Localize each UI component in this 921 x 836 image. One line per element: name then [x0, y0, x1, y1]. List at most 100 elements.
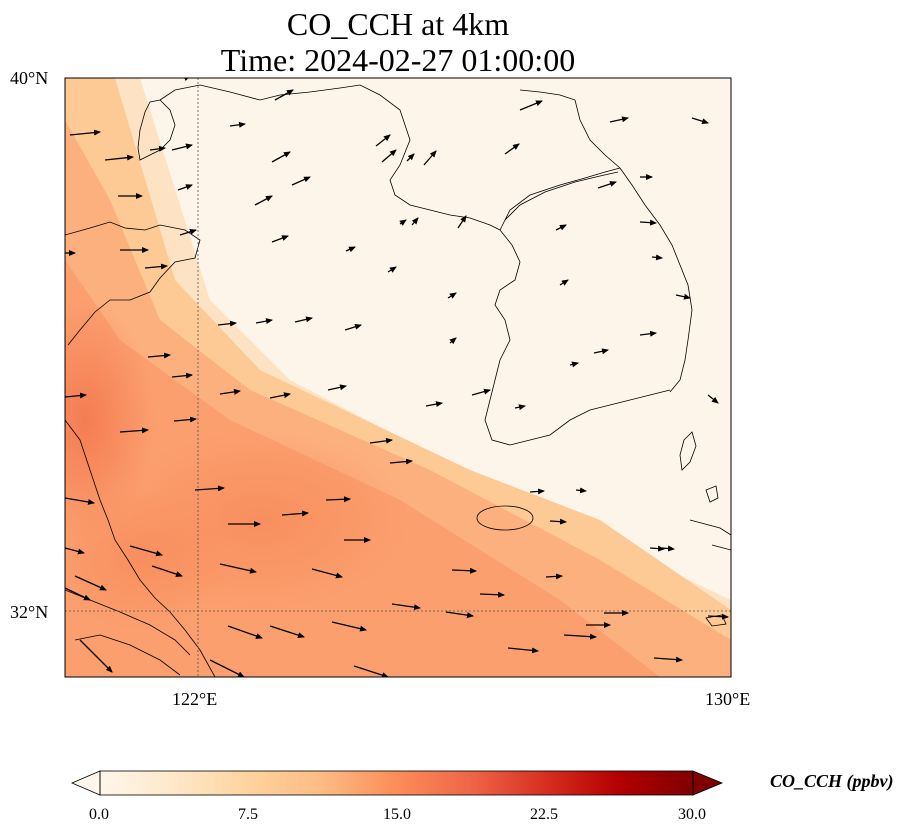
wind-arrow	[65, 497, 95, 505]
wind-arrow	[69, 129, 101, 136]
map-time-subtitle: Time: 2024-02-27 01:00:00	[220, 42, 576, 78]
wind-arrow	[271, 151, 291, 163]
wind-arrow	[471, 388, 491, 396]
wind-arrow	[255, 318, 273, 325]
wind-arrow	[411, 217, 419, 226]
wind-arrow	[219, 388, 241, 395]
wind-arrow	[375, 134, 391, 147]
wind-arrow	[569, 361, 579, 368]
wind-arrow	[597, 181, 617, 189]
wind-arrow	[269, 625, 305, 639]
wind-arrow	[391, 603, 421, 611]
colorbar-tick-7-5: 7.5	[238, 806, 258, 823]
wind-arrow	[451, 567, 477, 574]
wind-arrow	[449, 337, 457, 345]
wind-arrow	[291, 176, 311, 186]
wind-arrow	[229, 121, 246, 128]
wind-arrow	[447, 292, 457, 299]
wind-arrow	[651, 254, 663, 261]
wind-arrow	[504, 143, 520, 155]
wind-arrow	[529, 488, 545, 495]
wind-arrow	[423, 150, 437, 166]
wind-arrow	[353, 665, 389, 677]
wind-arrow	[639, 219, 657, 226]
wind-arrow	[254, 195, 273, 206]
wind-arrow	[219, 563, 257, 574]
lat-tick-40: 40°N	[10, 68, 49, 88]
wind-arrow	[575, 487, 587, 494]
colorbar-tick-0: 0.0	[89, 806, 109, 823]
wind-arrow	[559, 279, 569, 286]
wind-arrow	[65, 587, 91, 601]
wind-arrow	[661, 545, 675, 552]
wind-arrow	[151, 565, 183, 577]
wind-arrow	[545, 573, 563, 580]
colorbar-gradient	[100, 771, 693, 795]
wind-arrow	[609, 116, 629, 123]
colorbar-tick-30: 30.0	[678, 806, 706, 823]
wind-arrow	[549, 518, 567, 525]
wind-arrow	[171, 143, 193, 151]
colorbar-label: CO_CCH (ppbv)	[770, 771, 894, 791]
wind-arrow	[389, 458, 413, 465]
wind-arrow	[514, 404, 526, 411]
wind-arrow	[104, 154, 134, 161]
wind-arrow	[387, 266, 397, 273]
wind-arrow	[445, 611, 474, 619]
wind-arrow	[171, 372, 193, 379]
wind-arrow	[271, 235, 289, 243]
wind-arrow	[507, 647, 539, 654]
wind-arrow	[79, 639, 113, 673]
lon-tick-122: 122°E	[172, 689, 218, 709]
colorbar-tick-22-5: 22.5	[530, 806, 558, 823]
wind-arrow	[345, 246, 356, 253]
wind-arrow	[555, 224, 567, 231]
wind-arrow	[707, 613, 729, 620]
wind-arrow	[331, 621, 367, 632]
wind-arrow	[691, 117, 709, 125]
wind-arrow	[269, 392, 291, 399]
wind-arrow	[653, 656, 683, 663]
wind-arrow	[325, 496, 351, 503]
wind-arrow	[274, 89, 294, 101]
wind-arrow	[675, 293, 691, 300]
wind-arrow	[311, 568, 343, 579]
wind-arrow	[177, 184, 193, 191]
wind-arrow	[406, 153, 415, 162]
wind-arrow	[294, 316, 313, 323]
wind-arrow	[425, 401, 443, 408]
wind-arrow	[381, 149, 397, 163]
wind-arrow	[519, 100, 543, 111]
wind-arrow	[707, 394, 719, 404]
wind-arrow	[399, 219, 407, 226]
lat-tick-32: 32°N	[10, 602, 49, 622]
map-title: CO_CCH at 4km	[286, 6, 510, 42]
coastlines	[65, 84, 731, 677]
wind-arrow	[209, 659, 245, 677]
wind-arrow	[327, 384, 347, 391]
wind-arrow	[147, 352, 171, 359]
wind-arrow	[179, 228, 197, 236]
wind-arrow	[65, 547, 85, 555]
colorbar	[70, 770, 724, 796]
colorbar-max-extend	[692, 770, 724, 796]
wind-arrow	[344, 323, 362, 331]
wind-arrow	[149, 145, 166, 152]
wind-arrow	[649, 545, 665, 552]
wind-arrow	[639, 330, 657, 337]
wind-arrow	[563, 633, 597, 640]
wind-vectors	[65, 78, 729, 677]
wind-arrow	[593, 348, 609, 355]
map-frame	[64, 77, 732, 678]
wind-arrow	[74, 575, 107, 591]
wind-arrow	[119, 427, 149, 434]
colorbar-min-extend	[70, 770, 101, 796]
wind-arrow	[281, 510, 309, 517]
wind-arrow	[217, 320, 237, 327]
wind-arrow	[173, 416, 197, 423]
wind-arrow	[65, 392, 87, 399]
wind-arrow	[457, 215, 467, 229]
wind-arrow	[194, 485, 225, 492]
wind-arrow	[479, 591, 505, 598]
